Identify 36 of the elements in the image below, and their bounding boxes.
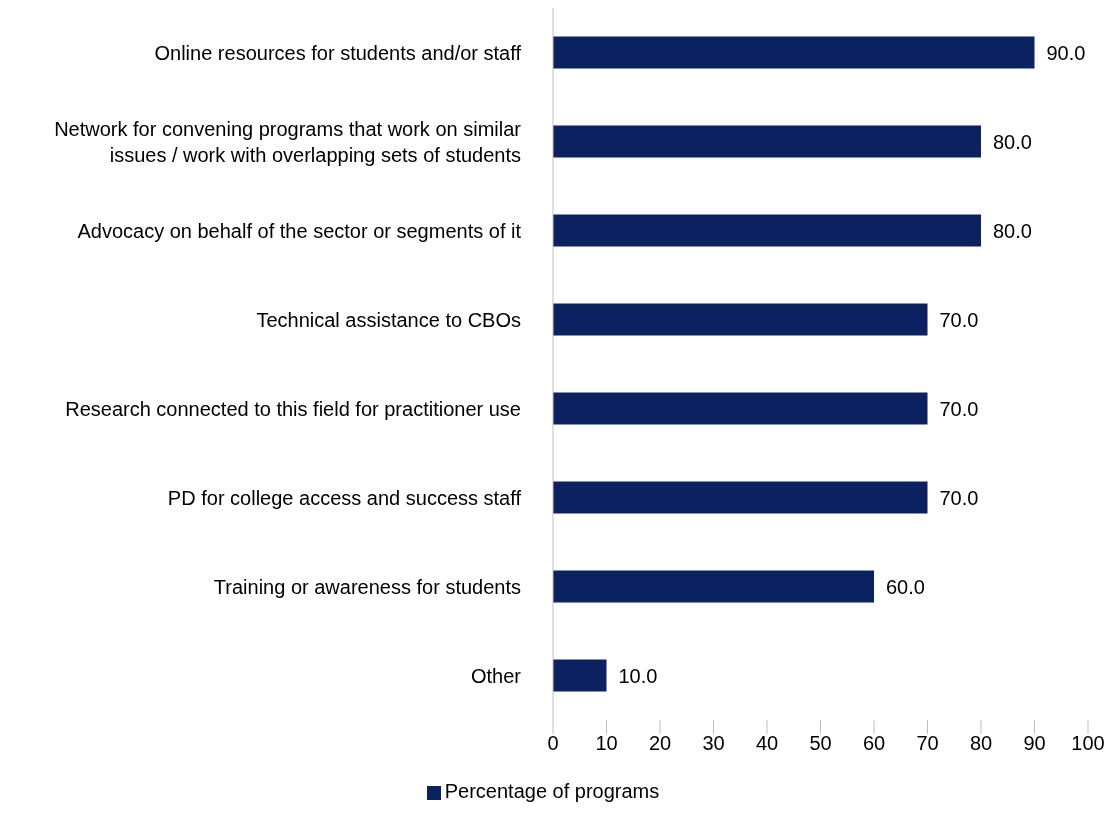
y-tick-label: Network for convening programs that work on similar issues / work with overlapping sets of students: [54, 117, 522, 166]
bar: [553, 303, 928, 336]
y-tick-label: Technical assistance to CBOs: [256, 308, 521, 331]
x-tick-label: 90: [1023, 732, 1046, 755]
x-tick-label: 80: [969, 732, 993, 755]
x-tick-label: 50: [809, 732, 832, 755]
y-tick-label: Research connected to this field for practitioner use: [65, 397, 521, 420]
x-tick-label: 10: [595, 732, 618, 755]
bar: [553, 481, 928, 514]
data-label: 10.0: [618, 664, 658, 687]
y-tick-label: Advocacy on behalf of the sector or segments of it: [77, 219, 522, 242]
y-tick-label: Training or awareness for students: [213, 575, 521, 598]
data-label: 70.0: [939, 308, 979, 331]
data-label: 70.0: [939, 397, 979, 420]
y-tick-label: Other: [470, 664, 522, 687]
bar: [553, 570, 874, 603]
bar: [553, 36, 1035, 69]
x-tick-label: 0: [547, 732, 559, 755]
bar: [553, 125, 981, 158]
x-tick-label: 30: [702, 732, 725, 755]
x-tick-label: 20: [648, 732, 672, 755]
x-tick-label: 100: [1071, 732, 1105, 755]
bar: [553, 392, 928, 425]
data-label: 60.0: [886, 575, 925, 598]
x-tick-label: 60: [862, 732, 886, 755]
data-label: 70.0: [939, 486, 979, 509]
y-tick-label: Online resources for students and/or staff: [154, 41, 522, 64]
legend-label: Percentage of programs: [444, 780, 660, 802]
data-label: 80.0: [993, 219, 1032, 242]
data-label: 90.0: [1046, 41, 1086, 64]
data-label: 80.0: [993, 130, 1032, 153]
x-tick-label: 70: [916, 732, 939, 755]
bar: [553, 214, 981, 247]
bar: [553, 659, 607, 692]
x-tick-label: 40: [755, 732, 779, 755]
y-tick-label: PD for college access and success staff: [167, 486, 522, 509]
